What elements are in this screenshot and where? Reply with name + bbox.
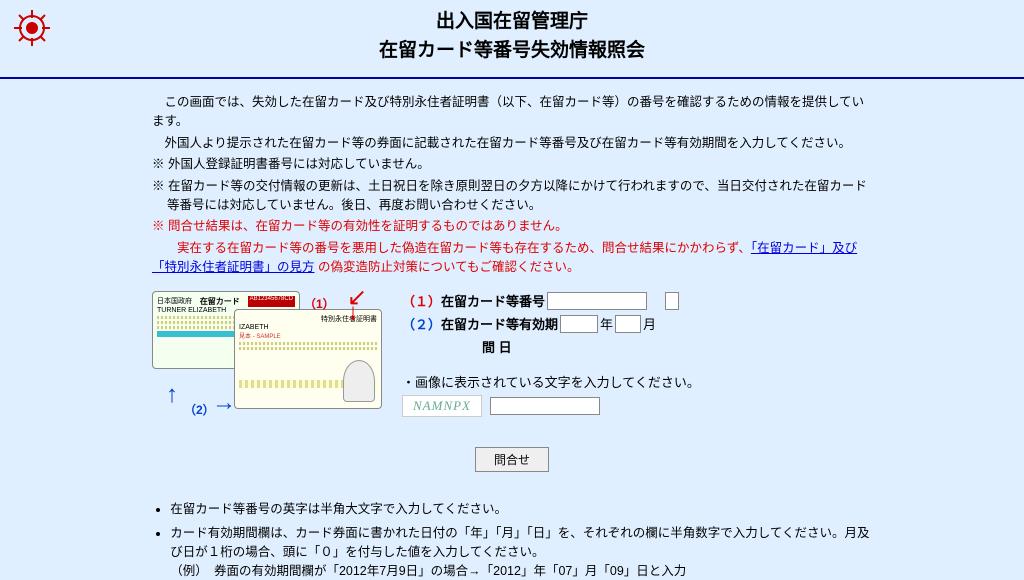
form-fields: （１）在留カード等番号 （２）在留カード等有効期 年 月 間 日 ・画像に表示さ… bbox=[402, 291, 872, 421]
expiry-month-input[interactable] bbox=[615, 315, 641, 333]
card-sample-illustration: 日本国政府在留カードAB12345678CD TURNER ELIZABETH … bbox=[152, 291, 382, 421]
intro-p2: 外国人より提示された在留カード等の券面に記載された在留カード等番号及び在留カード… bbox=[152, 134, 872, 153]
captcha-input[interactable] bbox=[490, 397, 600, 415]
submit-button[interactable]: 問合せ bbox=[475, 447, 549, 472]
marker-1: （1） bbox=[304, 295, 335, 312]
captcha-image: NAMNPX bbox=[402, 395, 482, 417]
marker-2: （2） bbox=[184, 401, 215, 418]
input-notes: 在留カード等番号の英字は半角大文字で入力してください。 カード有効期間欄は、カー… bbox=[152, 500, 872, 580]
intro-warn2: 実在する在留カード等の番号を悪用した偽造在留カード等も存在するため、問合せ結果に… bbox=[152, 239, 872, 278]
note-item: カード有効期間欄は、カード券面に書かれた日付の「年」「月」「日」を、それぞれの欄… bbox=[170, 524, 872, 580]
card-number-input[interactable] bbox=[547, 292, 647, 310]
note-item: 在留カード等番号の英字は半角大文字で入力してください。 bbox=[170, 500, 872, 519]
card-number-input-2[interactable] bbox=[665, 292, 679, 310]
intro-warn1: ※ 問合せ結果は、在留カード等の有効性を証明するものではありません。 bbox=[152, 217, 872, 236]
main-content: この画面では、失効した在留カード及び特別永住者証明書（以下、在留カード等）の番号… bbox=[152, 93, 872, 580]
intro-note1: ※ 外国人登録証明書番号には対応していません。 bbox=[152, 155, 872, 174]
intro-p1: この画面では、失効した在留カード及び特別永住者証明書（以下、在留カード等）の番号… bbox=[152, 93, 872, 132]
expiry-year-input[interactable] bbox=[560, 315, 598, 333]
captcha-label: ・画像に表示されている文字を入力してください。 bbox=[402, 372, 700, 391]
header-org: 出入国在留管理庁 bbox=[436, 11, 588, 32]
page-header: 出入国在留管理庁 在留カード等番号失効情報照会 bbox=[0, 0, 1024, 79]
agency-logo-icon bbox=[12, 8, 52, 48]
form-area: 日本国政府在留カードAB12345678CD TURNER ELIZABETH … bbox=[152, 291, 872, 421]
intro-note2: ※ 在留カード等の交付情報の更新は、土日祝日を除き原則翌日の夕方以降にかけて行わ… bbox=[152, 177, 872, 216]
header-title: 在留カード等番号失効情報照会 bbox=[379, 40, 645, 61]
intro-text: この画面では、失効した在留カード及び特別永住者証明書（以下、在留カード等）の番号… bbox=[152, 93, 872, 277]
